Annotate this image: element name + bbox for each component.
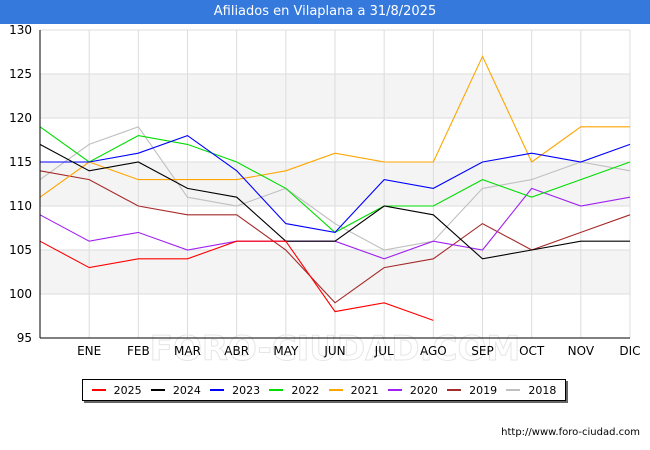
legend-label: 2022 xyxy=(291,383,320,397)
legend-label: 2021 xyxy=(350,383,379,397)
legend-swatch xyxy=(269,389,284,391)
legend-swatch xyxy=(91,389,106,391)
legend-item-2020: 2020 xyxy=(387,383,438,397)
x-tick-label-may: MAY xyxy=(273,344,299,358)
legend-swatch xyxy=(447,389,462,391)
x-tick-label-oct: OCT xyxy=(519,344,545,358)
chart-legend: 2025 2024 2023 2022 2021 2020 2019 2018 xyxy=(82,379,566,401)
legend-item-2025: 2025 xyxy=(91,383,142,397)
legend-label: 2024 xyxy=(172,383,201,397)
x-tick-label-abr: ABR xyxy=(224,344,249,358)
watermark: FORO-CIUDAD.COM xyxy=(150,329,521,369)
series-line-2024 xyxy=(39,143,630,260)
legend-label: 2019 xyxy=(469,383,498,397)
series-line-2023 xyxy=(40,134,631,233)
legend-swatch xyxy=(210,389,225,391)
legend-item-2022: 2022 xyxy=(269,384,319,397)
legend-label: 2020 xyxy=(409,383,438,397)
x-tick-label-ene: ENE xyxy=(77,344,101,358)
y-tick-label-120: 120 xyxy=(9,111,32,125)
legend-item-2019: 2019 xyxy=(447,384,497,397)
x-tick-label-feb: FEB xyxy=(127,344,150,358)
x-tick-label-ago: AGO xyxy=(420,344,447,358)
x-tick-label-sep: SEP xyxy=(471,344,493,358)
legend-item-2021: 2021 xyxy=(328,383,379,397)
y-tick-label-130: 130 xyxy=(9,23,32,37)
x-tick-label-jun: JUN xyxy=(323,344,345,358)
y-tick-label-105: 105 xyxy=(9,243,32,257)
legend-label: 2025 xyxy=(113,383,142,397)
footer-url[interactable]: http://www.foro-ciudad.com xyxy=(501,427,640,438)
chart-title: Afiliados en Vilaplana a 31/8/2025 xyxy=(0,0,650,24)
series-line-2025 xyxy=(39,240,434,321)
y-tick-label-95: 95 xyxy=(17,331,32,345)
x-tick-label-dic: DIC xyxy=(619,344,640,358)
legend-swatch xyxy=(328,389,343,391)
legend-item-2024: 2024 xyxy=(150,383,201,397)
x-tick-label-mar: MAR xyxy=(174,344,201,358)
y-tick-label-100: 100 xyxy=(9,287,32,301)
legend-item-2018: 2018 xyxy=(506,384,556,397)
legend-swatch xyxy=(506,389,521,391)
legend-swatch xyxy=(150,389,165,391)
y-tick-label-115: 115 xyxy=(9,155,32,169)
legend-item-2023: 2023 xyxy=(210,384,260,397)
legend-swatch xyxy=(387,389,402,391)
x-tick-label-jul: JUL xyxy=(374,344,394,358)
series-line-2018 xyxy=(39,126,631,251)
legend-label: 2023 xyxy=(232,383,261,397)
series-line-2021 xyxy=(39,55,630,198)
y-tick-label-110: 110 xyxy=(9,199,32,213)
y-tick-label-125: 125 xyxy=(9,67,32,81)
legend-label: 2018 xyxy=(528,383,557,397)
x-tick-label-nov: NOV xyxy=(568,344,595,358)
